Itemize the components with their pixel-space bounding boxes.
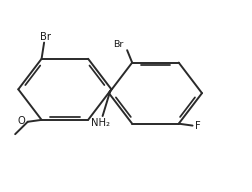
- Text: Br: Br: [40, 32, 51, 42]
- Text: F: F: [194, 121, 200, 131]
- Text: Br: Br: [113, 40, 123, 49]
- Text: NH₂: NH₂: [90, 118, 109, 128]
- Text: O: O: [17, 116, 25, 126]
